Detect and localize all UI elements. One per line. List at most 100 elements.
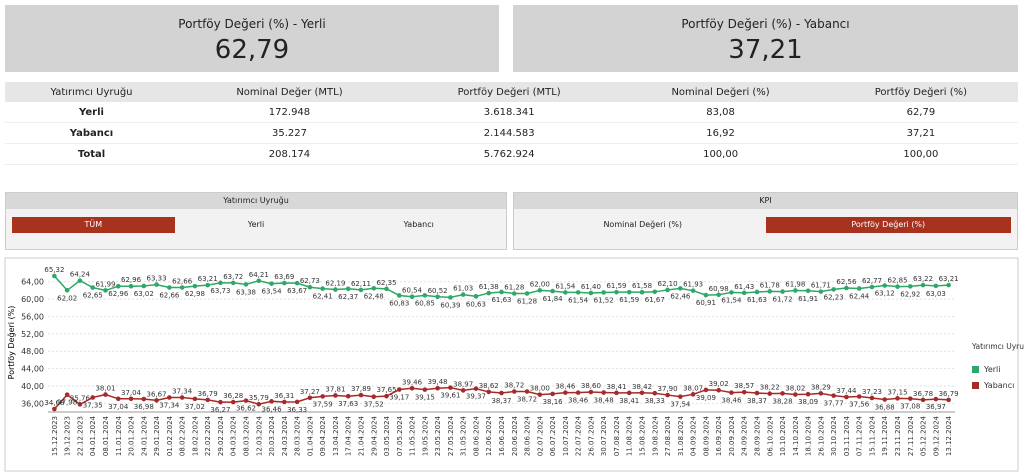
- filter-button[interactable]: TÜM: [12, 217, 175, 233]
- data-point: [907, 396, 913, 401]
- data-label: 36,79: [939, 390, 959, 398]
- data-label: 63,67: [287, 287, 307, 295]
- table-cell: 100,00: [617, 143, 824, 165]
- data-point: [460, 292, 466, 297]
- data-label: 61,98: [785, 280, 805, 288]
- x-tick-label: 09.12.2024: [932, 415, 940, 456]
- data-point: [320, 286, 325, 291]
- x-tick-label: 07.11.2024: [856, 415, 864, 456]
- data-point: [333, 393, 338, 398]
- data-point: [282, 280, 287, 286]
- data-point: [294, 280, 300, 286]
- column-header: Yatırımcı Uyruğu: [5, 82, 178, 102]
- data-point: [690, 288, 696, 293]
- data-point: [205, 282, 210, 288]
- x-tick-label: 17.04.2024: [345, 415, 353, 456]
- panel-title: Yatırımcı Uyruğu: [6, 193, 506, 209]
- column-header: Portföy Değeri (%): [823, 82, 1018, 102]
- data-label: 62,92: [900, 290, 920, 298]
- data-label: 61,54: [568, 296, 589, 304]
- data-label: 61,63: [491, 296, 511, 304]
- data-point: [895, 284, 900, 289]
- y-tick-label: 60,00: [21, 295, 44, 304]
- data-point: [192, 283, 198, 289]
- x-tick-label: 27.08.2024: [664, 415, 672, 456]
- table-row: Yabancı 35.227 2.144.583 16,92 37,21: [5, 122, 1018, 144]
- data-point: [690, 392, 696, 397]
- filter-button[interactable]: Yabancı: [403, 220, 434, 229]
- data-label: 62,37: [338, 293, 358, 301]
- data-label: 37,27: [300, 388, 320, 396]
- data-label: 38,33: [645, 397, 665, 405]
- data-point: [895, 396, 900, 401]
- data-point: [448, 385, 453, 390]
- data-label: 62,65: [83, 292, 103, 300]
- filter-button[interactable]: Nominal Değeri (%): [603, 220, 683, 229]
- legend-title: Yatırımcı Uyruğu: [971, 342, 1024, 351]
- data-point: [537, 392, 543, 397]
- data-label: 39,46: [402, 378, 423, 386]
- x-tick-label: 18.02.2024: [191, 415, 199, 456]
- data-point: [103, 392, 108, 397]
- data-point: [90, 395, 96, 400]
- data-label: 61,84: [543, 295, 564, 303]
- filter-panel: KPI Nominal Değeri (%) Portföy Değeri (%): [513, 192, 1018, 250]
- data-label: 61,58: [632, 282, 652, 290]
- data-point: [907, 284, 913, 289]
- data-point: [103, 288, 108, 293]
- data-point: [856, 394, 862, 399]
- data-label: 37,52: [364, 401, 384, 409]
- x-tick-label: 22.12.2023: [76, 416, 84, 456]
- x-tick-label: 26.10.2024: [817, 415, 825, 456]
- filter-button[interactable]: Portföy Değeri (%): [765, 217, 1011, 233]
- data-point: [409, 294, 415, 300]
- data-point: [869, 395, 875, 401]
- data-label: 36,62: [236, 405, 256, 413]
- data-label: 61,59: [606, 282, 626, 290]
- series-line: [53, 386, 949, 410]
- data-point: [639, 289, 645, 295]
- x-tick-label: 11.05.2024: [409, 415, 417, 456]
- data-label: 38,42: [632, 383, 652, 391]
- data-point: [665, 392, 670, 398]
- data-label: 63,12: [875, 290, 895, 298]
- data-label: 37,08: [900, 403, 920, 411]
- data-label: 37,04: [108, 403, 129, 411]
- table-cell: 62,79: [823, 102, 1018, 123]
- data-point: [601, 390, 606, 395]
- data-point: [754, 289, 760, 295]
- data-label: 62,73: [300, 277, 320, 285]
- x-tick-label: 05.12.2024: [920, 415, 928, 456]
- data-label: 63,38: [236, 288, 256, 296]
- data-point: [754, 390, 760, 396]
- data-point: [563, 290, 568, 295]
- x-tick-label: 30.10.2024: [830, 415, 838, 456]
- filter-button[interactable]: Yerli: [247, 220, 265, 229]
- y-tick-label: 48,00: [21, 347, 44, 356]
- x-tick-label: 29.01.2024: [153, 415, 161, 456]
- data-label: 63,73: [210, 287, 230, 295]
- table-cell: 5.762.924: [400, 143, 618, 165]
- x-tick-label: 20.09.2024: [728, 415, 736, 456]
- data-point: [256, 278, 262, 284]
- x-tick-label: 27.05.2024: [447, 415, 455, 456]
- x-tick-label: 29.02.2024: [217, 415, 225, 456]
- data-point: [818, 391, 824, 396]
- data-point: [575, 290, 581, 295]
- data-label: 62,85: [887, 277, 907, 285]
- data-label: 62,98: [185, 290, 205, 298]
- data-label: 62,10: [658, 280, 678, 288]
- data-point: [243, 282, 249, 287]
- data-label: 37,34: [172, 387, 193, 395]
- data-label: 36,78: [913, 390, 933, 398]
- data-point: [167, 285, 172, 290]
- data-point: [167, 395, 172, 400]
- data-label: 38,01: [95, 385, 115, 393]
- data-label: 38,46: [555, 383, 576, 391]
- x-tick-label: 24.01.2024: [140, 415, 148, 456]
- x-tick-label: 12.06.2024: [485, 415, 493, 456]
- data-label: 38,02: [785, 385, 805, 393]
- data-label: 60,85: [415, 299, 435, 307]
- x-tick-label: 04.09.2024: [690, 415, 698, 456]
- legend-label: Yerli: [983, 365, 1000, 374]
